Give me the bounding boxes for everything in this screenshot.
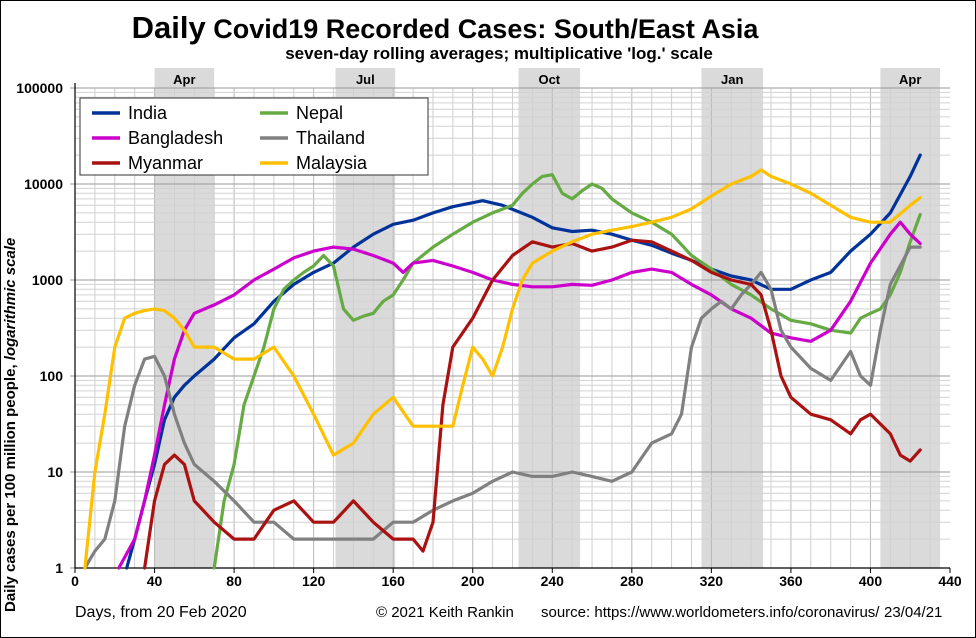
y-tick-label: 100 [40, 368, 64, 384]
x-tick-label: 360 [779, 573, 803, 589]
y-tick-label: 100000 [16, 80, 63, 96]
legend-label-india: India [128, 103, 168, 123]
series-line-myanmar [143, 238, 922, 570]
chart-title: Daily Covid19 Recorded Cases: South/East… [131, 10, 759, 45]
band-label-3: Jan [721, 72, 743, 87]
x-tick-label: 120 [302, 573, 326, 589]
x-axis-label: Days, from 20 Feb 2020 [75, 604, 247, 621]
legend-label-thailand: Thailand [296, 128, 365, 148]
series-line-malaysia [83, 168, 922, 570]
y-tick-label: 1 [55, 560, 63, 576]
legend-label-malaysia: Malaysia [296, 153, 368, 173]
band-label-1: Jul [356, 72, 375, 87]
copyright-text: © 2021 Keith Rankin [376, 604, 514, 621]
x-tick-label: 280 [620, 573, 644, 589]
legend-box [79, 97, 429, 176]
legend-label-myanmar: Myanmar [128, 153, 203, 173]
legend-label-nepal: Nepal [296, 103, 343, 123]
date-text: 23/04/21 [884, 604, 943, 621]
series-line-india [125, 153, 922, 570]
series-lines [83, 153, 922, 570]
legend: India Nepal Bangladesh Thailand Myanmar Malay… [79, 97, 429, 176]
chart-subtitle: seven-day rolling averages; multiplicati… [285, 44, 713, 63]
band-label-0: Apr [173, 72, 195, 87]
series-line-nepal [212, 173, 922, 570]
axes: 1 10 100 1000 10000 100000 0 40 80 120 160 200 240 28… [16, 80, 962, 589]
y-axis-label: Daily cases per 100 million people, loga… [2, 237, 19, 612]
x-tick-label: 400 [859, 573, 883, 589]
x-tick-label: 160 [382, 573, 406, 589]
x-tick-label: 440 [938, 573, 962, 589]
source-text: source: https://www.worldometers.info/co… [541, 604, 880, 621]
series-line-thailand [83, 245, 922, 570]
x-tick-label: 80 [226, 573, 242, 589]
y-tick-label: 10 [47, 464, 63, 480]
x-tick-label: 320 [700, 573, 724, 589]
band-label-4: Apr [899, 72, 921, 87]
y-tick-label: 1000 [32, 272, 63, 288]
x-tick-label: 0 [71, 573, 79, 589]
band-label-2: Oct [538, 72, 560, 87]
x-tick-label: 200 [461, 573, 485, 589]
legend-label-bangladesh: Bangladesh [128, 128, 223, 148]
y-tick-label: 10000 [24, 176, 63, 192]
x-tick-label: 40 [147, 573, 163, 589]
x-tick-label: 240 [541, 573, 565, 589]
